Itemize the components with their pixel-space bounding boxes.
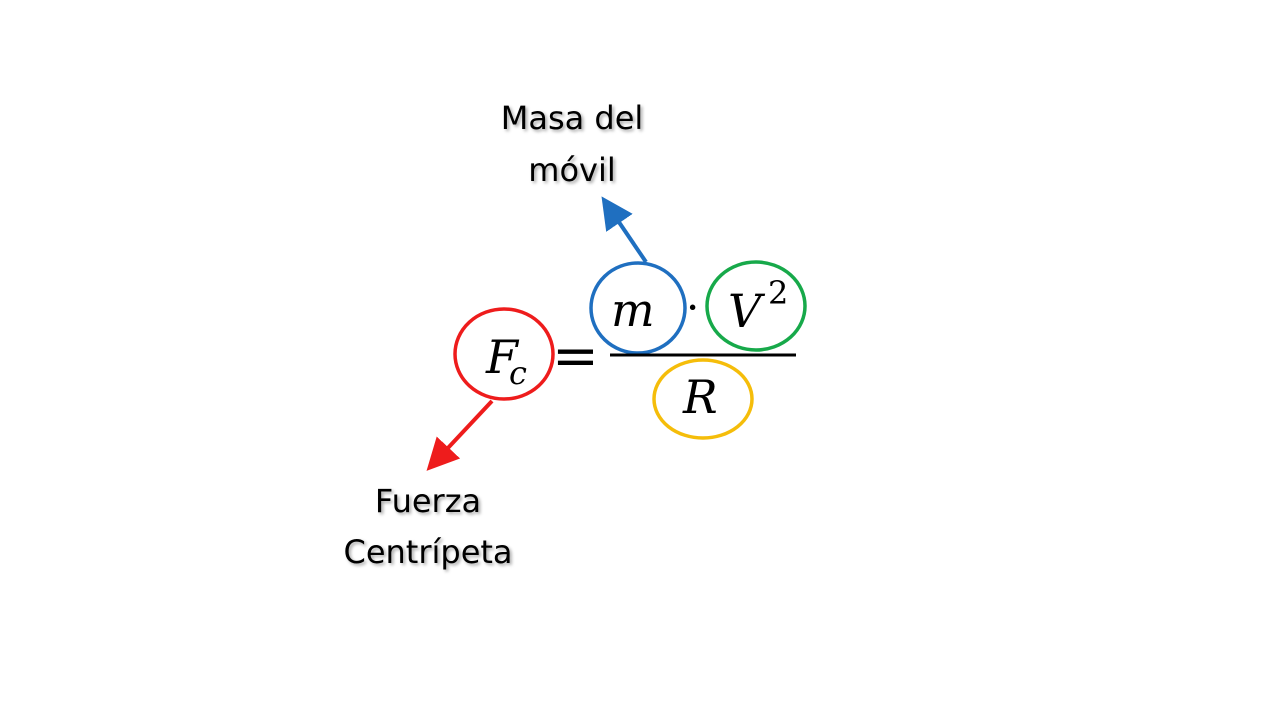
force-subscript: c — [509, 354, 527, 392]
force-symbol: F — [485, 330, 520, 384]
multiply-dot: · — [686, 283, 699, 332]
force-circle — [453, 307, 555, 401]
velocity-symbol: V — [728, 284, 766, 338]
force-label-line2: Centrípeta — [343, 533, 513, 571]
mass-label-line2: móvil — [528, 151, 616, 189]
mass-symbol: m — [611, 283, 655, 337]
radius-symbol: R — [682, 370, 718, 424]
equals-sign: = — [552, 324, 599, 389]
force-arrow — [426, 399, 494, 471]
mass-label-line1: Masa del — [500, 99, 644, 137]
velocity-exponent: 2 — [768, 274, 788, 312]
mass-circle — [589, 261, 687, 355]
mass-arrow — [601, 196, 648, 264]
radius-circle — [652, 358, 754, 440]
force-label-line1: Fuerza — [374, 482, 482, 520]
velocity-circle — [705, 260, 807, 352]
